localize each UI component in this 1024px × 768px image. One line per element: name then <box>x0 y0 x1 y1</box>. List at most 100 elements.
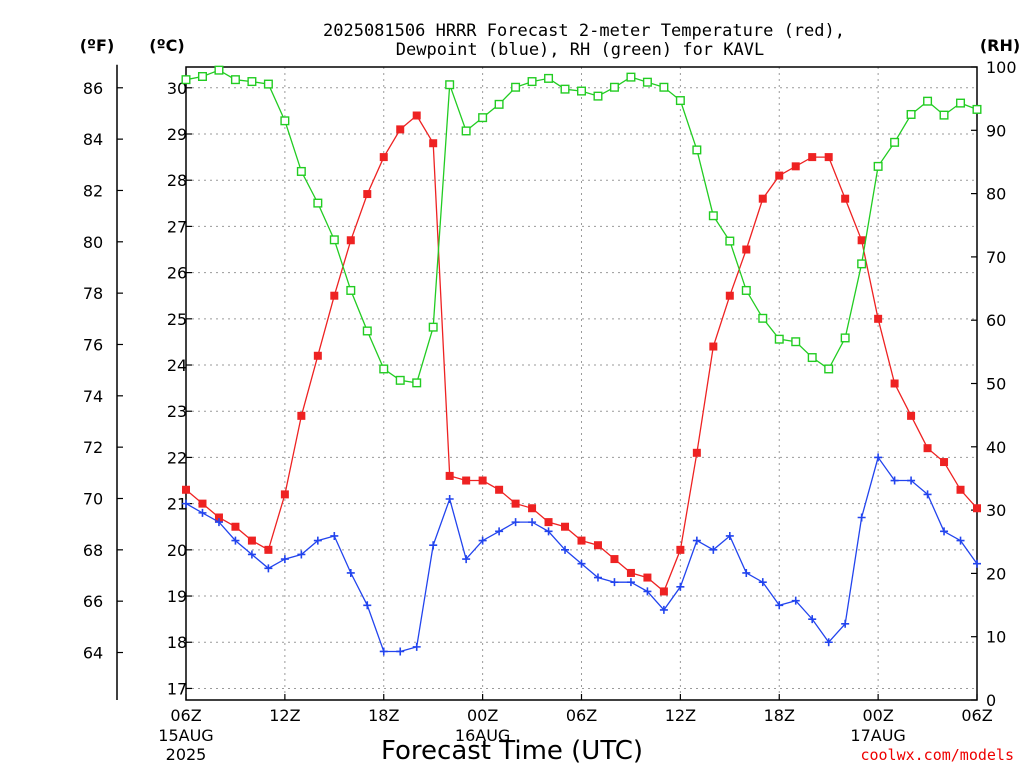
dewpoint-point <box>231 536 240 545</box>
dewpoint-point <box>940 527 949 536</box>
temperature-point <box>973 504 981 513</box>
dewpoint-point <box>214 518 223 527</box>
temperature-point <box>725 291 734 300</box>
temperature-point <box>346 236 355 245</box>
temperature-point <box>495 485 504 494</box>
rh-point <box>263 79 273 89</box>
dewpoint-point <box>379 647 388 656</box>
rh-point <box>511 82 521 92</box>
dewpoint-point <box>330 531 339 540</box>
rh-tick-label: 100 <box>986 58 1017 77</box>
chart-title-line-1: 2025081506 HRRR Forecast 2-meter Tempera… <box>323 21 845 41</box>
dewpoint-point <box>973 559 981 568</box>
rh-axis: 0 10 20 30 40 50 60 70 80 90 100 <box>971 58 1017 710</box>
dewpoint-point <box>725 531 734 540</box>
rh-point <box>774 334 784 344</box>
temperature-point <box>429 139 438 148</box>
celsius-tick-label: 19 <box>167 587 187 606</box>
dewpoint-point <box>841 619 850 628</box>
fahrenheit-axis: 64 66 68 70 72 74 76 78 80 82 84 86 <box>83 64 123 700</box>
temperature-point <box>264 545 273 554</box>
rh-tick-label: 30 <box>986 501 1006 520</box>
time-tick-date: 15AUG <box>158 726 213 745</box>
fahrenheit-tick-label: 72 <box>83 438 103 457</box>
temperature-point <box>610 555 619 564</box>
rh-tick-label: 80 <box>986 185 1006 204</box>
rh-tick-label: 40 <box>986 438 1006 457</box>
rh-point <box>857 259 867 269</box>
rh-point <box>939 110 949 120</box>
rh-point <box>840 333 850 343</box>
fahrenheit-tick-label: 68 <box>83 541 103 560</box>
dewpoint-point <box>610 578 619 587</box>
rh-point <box>181 75 191 85</box>
temperature-point <box>907 411 916 420</box>
temperature-point <box>511 499 520 508</box>
temperature-point <box>198 499 207 508</box>
temperature-point <box>528 504 537 513</box>
rh-point <box>280 116 290 126</box>
rh-point <box>461 126 471 136</box>
time-tick-label: 12Z <box>269 706 300 725</box>
rh-tick-label: 70 <box>986 248 1006 267</box>
rh-point <box>791 337 801 347</box>
rh-point <box>362 326 372 336</box>
x-axis-label: Forecast Time (UTC) <box>381 736 643 766</box>
celsius-tick-label: 26 <box>167 264 187 283</box>
rh-point <box>807 353 817 363</box>
rh-point <box>412 378 422 388</box>
dewpoint-point <box>396 647 405 656</box>
dewpoint-point <box>313 536 322 545</box>
temperature-point <box>659 587 668 596</box>
rh-point <box>725 236 735 246</box>
dewpoint-point <box>445 495 454 504</box>
temperature-point <box>462 476 471 485</box>
dewpoint-point <box>692 536 701 545</box>
temperature-point <box>775 171 784 180</box>
temperature-point <box>742 245 751 254</box>
rh-point <box>675 96 685 106</box>
rh-point <box>560 84 570 94</box>
dewpoint-point <box>478 536 487 545</box>
rh-point <box>692 145 702 155</box>
dewpoint-point <box>544 527 553 536</box>
dewpoint-point <box>643 587 652 596</box>
celsius-tick-label: 23 <box>167 402 187 421</box>
series-layer <box>181 65 982 656</box>
fahrenheit-tick-label: 70 <box>83 489 103 508</box>
rh-point <box>609 82 619 92</box>
celsius-tick-label: 29 <box>167 125 187 144</box>
temperature-point <box>445 471 454 480</box>
fahrenheit-tick-label: 78 <box>83 284 103 303</box>
celsius-tick-label: 28 <box>167 171 187 190</box>
dewpoint-point <box>198 508 207 517</box>
rh-point <box>544 73 554 83</box>
temperature-point <box>874 314 883 323</box>
rh-point <box>379 364 389 374</box>
rh-point <box>395 375 405 385</box>
temperature-point <box>923 444 932 453</box>
time-tick-label: 00Z <box>862 706 893 725</box>
temperature-line <box>185 114 978 593</box>
temperature-point <box>297 411 306 420</box>
fahrenheit-tick-label: 64 <box>83 644 103 663</box>
temperature-point <box>280 490 289 499</box>
fahrenheit-tick-label: 76 <box>83 335 103 354</box>
celsius-tick-label: 24 <box>167 356 187 375</box>
rh-point <box>659 82 669 92</box>
dewpoint-point <box>346 568 355 577</box>
temperature-point <box>857 236 866 245</box>
rh-point <box>197 71 207 81</box>
rh-point <box>214 65 224 75</box>
grid-lines <box>186 67 977 700</box>
dewpoint-point <box>577 559 586 568</box>
rh-tick-label: 60 <box>986 311 1006 330</box>
celsius-tick-label: 18 <box>167 633 187 652</box>
rh-point <box>972 104 982 114</box>
rh-point <box>626 72 636 82</box>
dewpoint-point <box>528 518 537 527</box>
temperature-point <box>247 536 256 545</box>
temperature-point <box>182 485 190 494</box>
temperature-point <box>676 545 685 554</box>
